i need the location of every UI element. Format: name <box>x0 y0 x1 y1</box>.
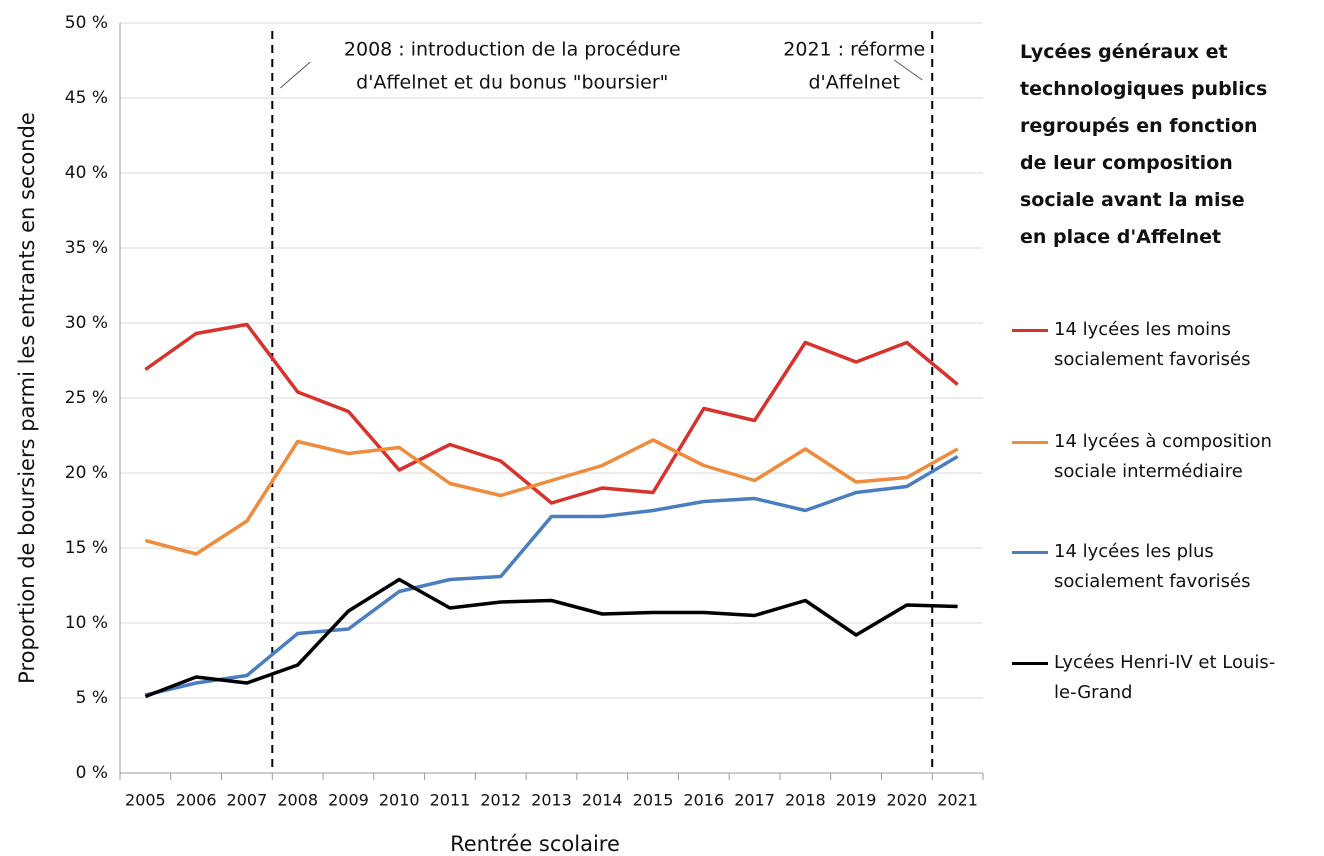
y-tick-label: 25 % <box>65 388 108 408</box>
x-tick-label: 2015 <box>633 791 674 810</box>
x-tick-label: 2005 <box>125 791 166 810</box>
x-tick-label: 2008 <box>277 791 318 810</box>
legend-swatch <box>1012 329 1048 332</box>
x-tick-label: 2021 <box>937 791 978 810</box>
y-tick-label: 15 % <box>65 538 108 558</box>
x-tick-label: 2014 <box>582 791 623 810</box>
legend-item: Lycées Henri-IV et Louis-le-Grand <box>1012 648 1312 708</box>
x-tick-label: 2013 <box>531 791 572 810</box>
series-line <box>144 438 959 556</box>
annotation-leader <box>893 59 923 81</box>
x-tick-label: 2012 <box>480 791 521 810</box>
annotation-text: 2021 : réforme <box>783 39 925 61</box>
legend-swatch <box>1012 551 1048 554</box>
y-tick-label: 10 % <box>65 613 108 633</box>
series-line <box>144 454 959 697</box>
legend-label: 14 lycées les plus socialement favorisés <box>1054 541 1251 592</box>
legend-label: 14 lycées à composition sociale interméd… <box>1054 431 1272 482</box>
series-line <box>144 577 958 699</box>
title-line: Lycées généraux et <box>1020 41 1228 63</box>
legend-item: 14 lycées les plus socialement favorisés <box>1012 537 1312 597</box>
legend-swatch <box>1012 662 1048 665</box>
legend-swatch <box>1012 441 1048 444</box>
title-line: de leur composition <box>1020 152 1233 174</box>
annotation-text: d'Affelnet <box>808 72 900 94</box>
y-tick-label: 30 % <box>65 313 108 333</box>
legend-label: Lycées Henri-IV et Louis-le-Grand <box>1054 652 1276 703</box>
title-line: regroupés en fonction <box>1020 115 1258 137</box>
title-line: en place d'Affelnet <box>1020 226 1222 248</box>
x-tick-label: 2007 <box>227 791 268 810</box>
title-line: technologiques publics <box>1020 78 1268 100</box>
y-tick-label: 5 % <box>76 688 108 708</box>
legend-item: 14 lycées à composition sociale interméd… <box>1012 427 1312 487</box>
annotation: 2008 : introduction de la procédure d'Aff… <box>344 39 681 94</box>
x-tick-label: 2006 <box>176 791 217 810</box>
x-tick-label: 2019 <box>836 791 877 810</box>
annotation: 2021 : réforme d'Affelnet <box>783 39 925 94</box>
x-axis-label: Rentrée scolaire <box>450 832 620 856</box>
annotation-text: d'Affelnet et du bonus "boursier" <box>356 72 668 94</box>
y-tick-label: 35 % <box>65 238 108 258</box>
x-tick-label: 2017 <box>734 791 775 810</box>
y-tick-label: 45 % <box>65 88 108 108</box>
x-tick-label: 2010 <box>379 791 420 810</box>
annotation-text: 2008 : introduction de la procédure <box>344 39 681 61</box>
legend-label: 14 lycées les moins socialement favorisé… <box>1054 319 1251 370</box>
x-tick-label: 2011 <box>430 791 471 810</box>
y-tick-label: 0 % <box>76 763 108 783</box>
x-tick-label: 2020 <box>886 791 927 810</box>
y-tick-label: 40 % <box>65 163 108 183</box>
legend-item: 14 lycées les moins socialement favorisé… <box>1012 315 1312 375</box>
x-tick-label: 2016 <box>683 791 724 810</box>
title-line: sociale avant la mise <box>1020 189 1245 211</box>
annotation-leader <box>279 61 311 89</box>
y-axis-label: Proportion de boursiers parmi les entran… <box>15 112 39 684</box>
series-line <box>144 322 959 505</box>
title: Lycées généraux et technologiques publics… <box>1020 34 1300 256</box>
x-tick-label: 2009 <box>328 791 369 810</box>
y-tick-label: 50 % <box>65 13 108 33</box>
x-tick-label: 2018 <box>785 791 826 810</box>
y-tick-label: 20 % <box>65 463 108 483</box>
